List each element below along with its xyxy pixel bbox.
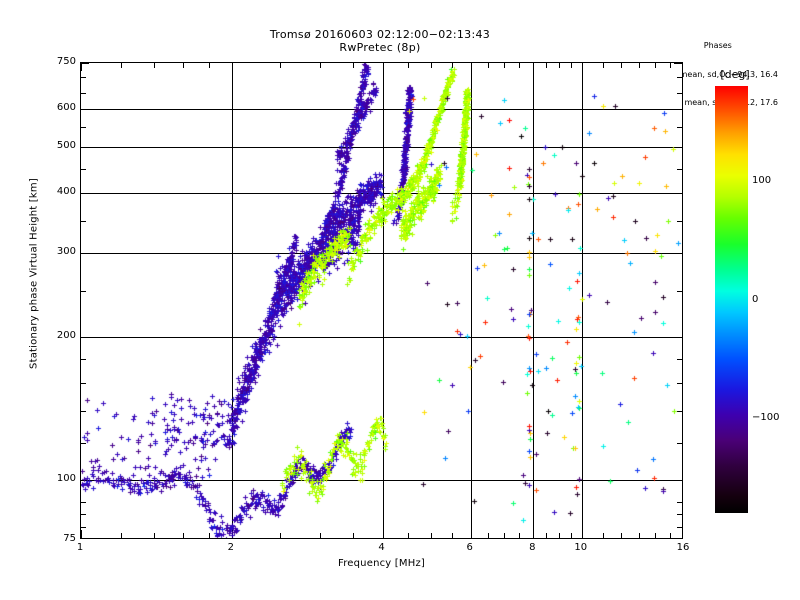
x-tick-label: 8 [529, 542, 536, 553]
colorbar-tick-label: 100 [752, 174, 772, 186]
y-tick-label: 75 [63, 533, 76, 544]
y-tick-label: 300 [56, 245, 76, 257]
x-tick-label: 10 [574, 542, 588, 553]
y-axis-title: Stationary phase Virtual Height [km] [28, 178, 40, 369]
scatter-points-canvas [81, 63, 682, 538]
x-tick-label: 16 [676, 542, 690, 553]
y-tick-label: 200 [56, 329, 76, 341]
phase-stats-o: mean, sd,O: −94.3, 16.4 [679, 69, 778, 79]
colorbar-tick-label: −100 [752, 412, 780, 424]
colorbar [715, 86, 748, 513]
plot-title: Tromsø 20160603 02:12:00−02:13:43 RwPret… [0, 28, 760, 54]
y-tick-label: 600 [56, 102, 76, 114]
y-tick-label: 400 [56, 186, 76, 198]
phase-stats-header: Phases [703, 41, 732, 50]
colorbar-tick-label: 0 [752, 293, 759, 305]
x-tick-label: 2 [227, 542, 234, 553]
colorbar-gradient [715, 86, 748, 513]
y-tick-label: 750 [56, 56, 76, 67]
x-tick-label: 1 [76, 542, 84, 553]
plot-title-line2: RwPretec (8p) [339, 41, 421, 54]
x-tick-label: 6 [466, 542, 473, 553]
x-axis-title: Frequency [MHz] [337, 558, 426, 569]
y-tick-label: 100 [56, 473, 76, 485]
y-tick-label: 500 [56, 139, 76, 151]
x-tick-label: 4 [378, 542, 385, 553]
plot-title-line1: Tromsø 20160603 02:12:00−02:13:43 [269, 28, 491, 41]
colorbar-unit-label: [deg] [720, 68, 750, 81]
plot-area [80, 62, 683, 539]
